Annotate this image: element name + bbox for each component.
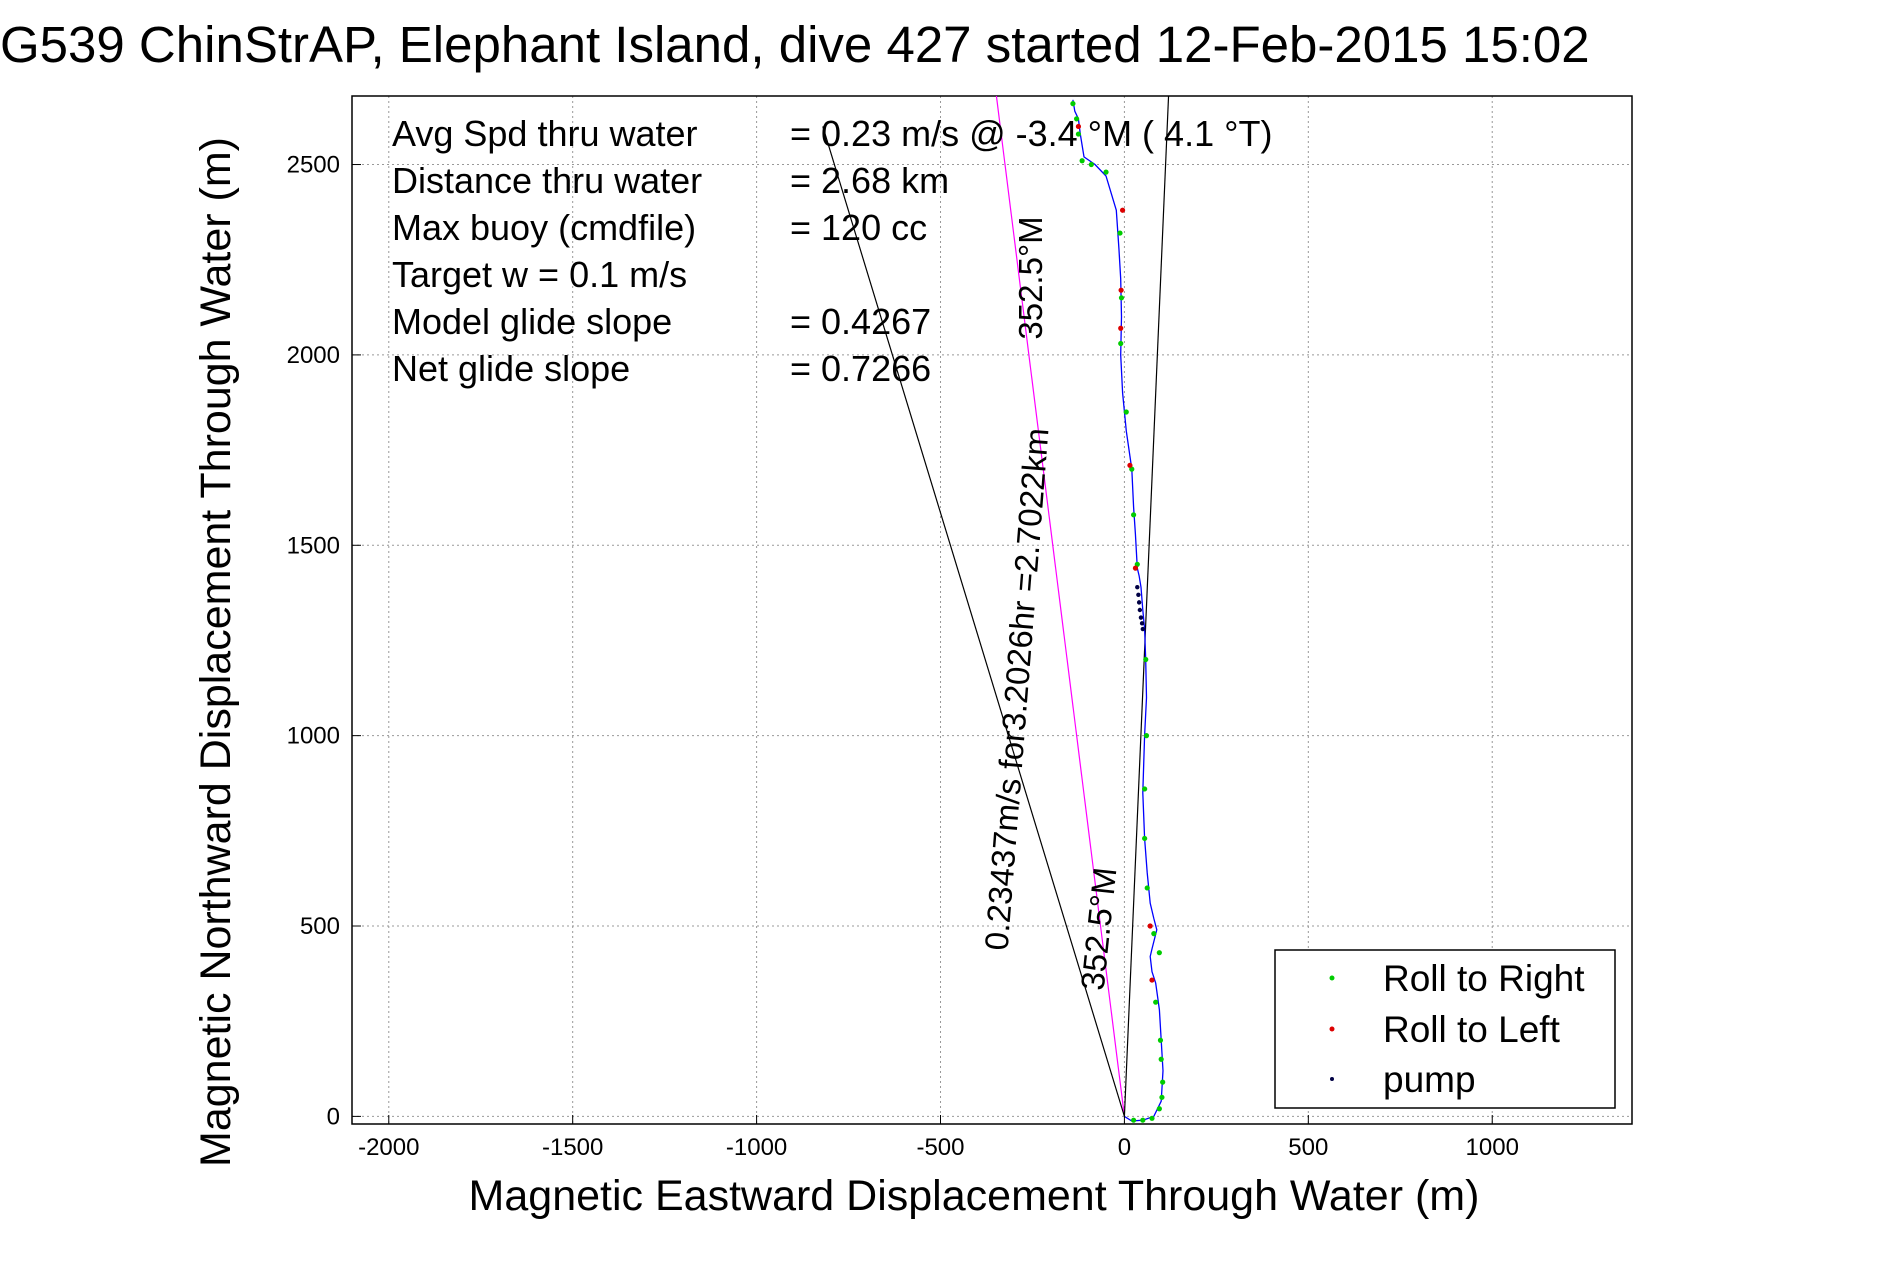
roll-right-point (1075, 131, 1082, 137)
roll-right-point (1123, 409, 1129, 415)
pump-point (1136, 600, 1142, 605)
stat-value: = 0.4267 (790, 301, 931, 342)
y-tick-label: 2500 (287, 152, 340, 179)
reference-line-heading (995, 95, 1126, 1117)
x-tick-label: 0 (1118, 1134, 1131, 1161)
y-tick-label: 1500 (287, 532, 340, 559)
roll-right-point (1144, 885, 1150, 891)
legend: Roll to Right Roll to Left pump (1274, 949, 1616, 1109)
roll-left-point (1075, 123, 1082, 130)
pump-point (1137, 607, 1143, 613)
roll-right-point (1117, 230, 1123, 236)
y-axis-label: Magnetic Northward Displacement Through … (192, 137, 240, 1167)
y-tick-label: 1000 (287, 723, 340, 750)
roll-right-point (1142, 835, 1148, 842)
roll-right-point (1153, 999, 1159, 1005)
roll-right-point (1143, 733, 1150, 739)
roll-right-point (1073, 116, 1080, 122)
x-tick-label: 500 (1288, 1134, 1328, 1161)
pump-point (1139, 621, 1145, 626)
stat-value: = 0.23 m/s @ -3.4 °M ( 4.1 °T) (790, 113, 1272, 154)
legend-label-roll-right: Roll to Right (1383, 958, 1585, 999)
roll-right-point (1156, 1106, 1162, 1112)
x-tick-label: -1000 (726, 1134, 787, 1161)
roll-right-point (1159, 1094, 1165, 1100)
reference-lines (822, 95, 1170, 1117)
x-tick-label: -2000 (358, 1134, 419, 1161)
roll-right-point (1157, 1037, 1164, 1043)
y-tick-label: 0 (327, 1103, 340, 1130)
roll-right-point (1143, 656, 1149, 663)
annotation-heading-top: 352.5°M (1012, 216, 1049, 339)
tick-labels: -2000 -1500 -1000 -500 0 500 1000 0 500 1000 1500 2… (287, 152, 1519, 1161)
stat-label: Avg Spd thru water (392, 113, 698, 154)
pump-point (1135, 584, 1140, 590)
roll-right-point (1158, 1056, 1164, 1062)
annotation-heading-bottom: 352.5°M (1074, 866, 1124, 992)
y-tick-label: 2000 (287, 342, 340, 369)
stat-label: Target w = 0.1 m/s (392, 254, 687, 295)
stat-label: Net glide slope (392, 348, 630, 389)
stat-label: Distance thru water (392, 160, 702, 201)
roll-right-point (1156, 950, 1162, 956)
x-axis-label: Magnetic Eastward Displacement Through W… (469, 1172, 1480, 1220)
legend-label-pump: pump (1383, 1059, 1476, 1100)
reference-line-cone-right (1123, 95, 1170, 1117)
x-tick-label: 1000 (1466, 1134, 1519, 1161)
x-tick-label: -500 (916, 1134, 964, 1161)
roll-right-point (1070, 101, 1076, 107)
roll-right-point (1160, 1079, 1166, 1085)
roll-right-point (1131, 1117, 1137, 1123)
roll-right-point (1118, 340, 1124, 347)
legend-marker-roll-right (1329, 975, 1335, 981)
y-tick-label: 500 (300, 913, 340, 940)
chart-title: G539 ChinStrAP, Elephant Island, dive 42… (0, 16, 1590, 73)
roll-left-point (1149, 977, 1155, 983)
roll-right-point (1088, 161, 1094, 168)
pump-point (1138, 615, 1144, 620)
roll-right-point (1151, 931, 1157, 937)
reference-line-cone-left (822, 126, 1125, 1117)
stat-label: Max buoy (cmdfile) (392, 207, 696, 248)
stat-label: Model glide slope (392, 301, 672, 342)
roll-right-point (1103, 169, 1109, 175)
x-tick-label: -1500 (542, 1134, 603, 1161)
plot-frame (351, 95, 1633, 1125)
legend-label-roll-left: Roll to Left (1383, 1009, 1561, 1050)
stats-block: Avg Spd thru water = 0.23 m/s @ -3.4 °M … (392, 113, 1272, 389)
roll-left-point (1118, 325, 1124, 331)
roll-right-point (1142, 786, 1148, 792)
roll-right-point (1079, 158, 1085, 164)
legend-marker-roll-left (1329, 1026, 1335, 1032)
stat-value: = 0.7266 (790, 348, 931, 389)
stat-value: = 2.68 km (790, 160, 949, 201)
roll-right-point (1140, 1117, 1146, 1123)
roll-right-point (1131, 512, 1137, 518)
roll-left-point (1127, 462, 1133, 468)
annotation-speed: 0.23437m/s for3.2026hr =2.7022km (978, 427, 1056, 952)
pump-point (1136, 592, 1141, 597)
legend-marker-pump (1330, 1077, 1334, 1081)
roll-left-point (1147, 923, 1153, 929)
roll-right-point (1118, 295, 1125, 301)
roll-left-point (1118, 287, 1124, 293)
pump-point (1140, 626, 1146, 632)
stat-value: = 120 cc (790, 207, 927, 248)
roll-right-point (1149, 1115, 1155, 1121)
roll-left-point (1132, 565, 1139, 571)
roll-left-point (1119, 207, 1126, 213)
markers (1070, 101, 1166, 1123)
